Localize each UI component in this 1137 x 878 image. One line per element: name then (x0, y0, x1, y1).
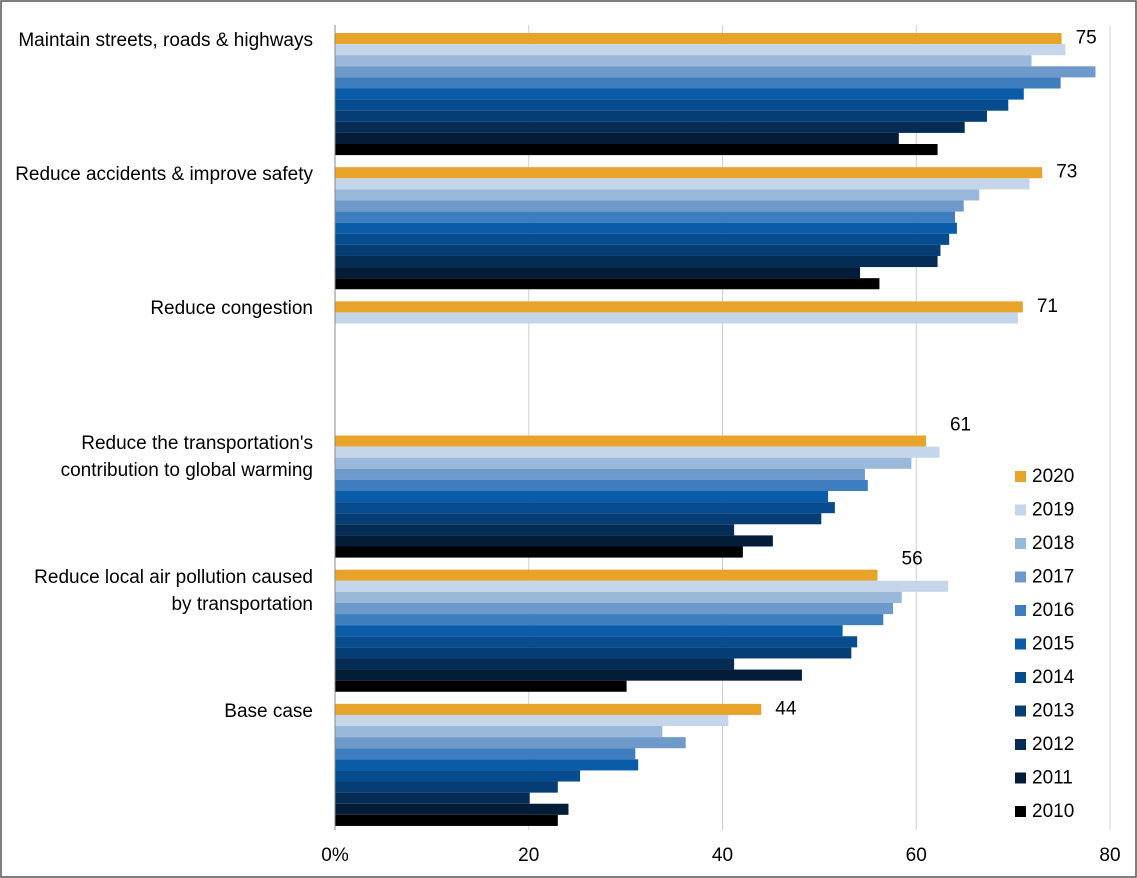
x-tick-label: 0% (321, 845, 349, 866)
bar (335, 726, 663, 738)
bar (335, 211, 955, 223)
bar (335, 278, 880, 290)
bar (335, 88, 1024, 100)
legend-swatch (1015, 571, 1026, 583)
legend-swatch (1015, 605, 1026, 616)
bar (335, 602, 893, 615)
legend-swatch (1015, 806, 1026, 817)
legend-swatch (1015, 739, 1026, 750)
bar (335, 781, 558, 793)
legend-label: 2013 (1032, 701, 1074, 722)
bar (335, 44, 1066, 56)
bar (335, 803, 569, 815)
bar (335, 446, 940, 458)
x-tick-label: 20 (518, 845, 539, 866)
bar (335, 636, 858, 648)
bar (335, 614, 884, 626)
legend-label: 2019 (1032, 500, 1074, 521)
bar (335, 189, 980, 201)
x-tick-label: 40 (712, 845, 733, 866)
bar (335, 759, 639, 771)
bar (335, 99, 1009, 111)
category-label: Reduce the transportation's contribution… (60, 432, 313, 481)
bar (335, 669, 802, 681)
bar (335, 301, 1023, 313)
bar (335, 625, 843, 637)
legend-swatch (1015, 672, 1026, 683)
bar (335, 770, 581, 782)
bar (335, 110, 987, 122)
bar (335, 524, 735, 536)
legend-label: 2015 (1032, 634, 1074, 655)
bar (335, 66, 1096, 78)
data-label: 75 (1076, 28, 1097, 49)
bar (335, 121, 965, 133)
bar (335, 479, 868, 491)
x-tick-label: 60 (906, 845, 927, 866)
bar (335, 167, 1043, 179)
x-tick-label: 80 (1099, 845, 1120, 866)
category-label: Reduce congestion (150, 298, 313, 320)
category-label: Reduce local air pollution caused by tra… (34, 566, 313, 615)
legend-label: 2020 (1032, 466, 1074, 487)
bar (335, 546, 743, 558)
legend-swatch (1015, 471, 1026, 482)
bar (335, 814, 558, 826)
category-label: Reduce accidents & improve safety (15, 164, 313, 186)
bar (335, 77, 1061, 89)
bar (335, 647, 852, 659)
category-label: Base case (224, 700, 313, 722)
legend-swatch (1015, 772, 1026, 784)
bar (335, 591, 902, 603)
legend-swatch (1015, 638, 1026, 650)
bar (335, 468, 865, 480)
bar (335, 569, 878, 581)
data-label: 56 (902, 549, 923, 570)
data-label: 71 (1037, 296, 1058, 317)
legend-swatch (1015, 504, 1026, 516)
bar (335, 792, 530, 804)
bar (335, 748, 636, 760)
legend-label: 2018 (1032, 533, 1074, 554)
bar (335, 255, 938, 268)
legend-label: 2014 (1032, 667, 1075, 688)
data-label: 73 (1056, 162, 1077, 183)
bar (335, 200, 964, 212)
bar (335, 132, 899, 144)
legend-label: 2011 (1032, 768, 1073, 789)
bar (335, 703, 762, 715)
data-label: 44 (775, 698, 797, 719)
bar (335, 222, 957, 234)
bar (335, 737, 686, 749)
bar (335, 658, 735, 670)
bar (335, 491, 829, 503)
legend-label: 2017 (1032, 567, 1074, 588)
bar (335, 580, 949, 592)
bar (335, 680, 627, 692)
bar (335, 267, 861, 279)
bar (335, 513, 822, 525)
bar (335, 502, 835, 514)
bar (335, 33, 1062, 45)
bar (335, 144, 938, 156)
bar (335, 535, 773, 547)
bar (335, 233, 950, 245)
legend-swatch (1015, 705, 1026, 717)
data-label: 61 (950, 415, 971, 436)
category-label: Maintain streets, roads & highways (18, 30, 313, 51)
bar (335, 244, 941, 256)
bar (335, 714, 729, 727)
bar (335, 55, 1032, 67)
legend-label: 2010 (1032, 801, 1074, 822)
bar (335, 178, 1030, 190)
bar (335, 435, 926, 447)
bar (335, 457, 912, 469)
legend-label: 2012 (1032, 734, 1074, 755)
bar (335, 312, 1018, 324)
legend-swatch (1015, 538, 1026, 549)
legend-label: 2016 (1032, 600, 1074, 621)
